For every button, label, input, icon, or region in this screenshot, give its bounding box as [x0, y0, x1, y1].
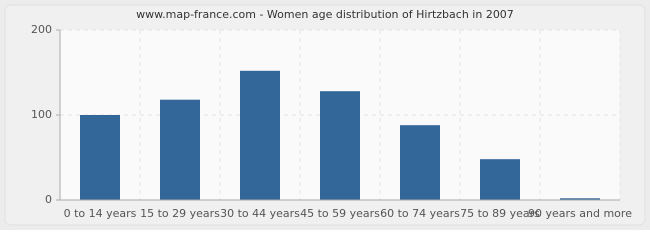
chart: www.map-france.com - Women age distribut…	[0, 0, 650, 230]
y-tick-label: 200	[31, 23, 52, 36]
bar	[560, 198, 600, 200]
x-tick-label: 60 to 74 years	[380, 207, 460, 220]
x-tick-label: 30 to 44 years	[220, 207, 300, 220]
bar	[160, 99, 200, 200]
x-tick-label: 75 to 89 years	[460, 207, 540, 220]
bar	[480, 159, 520, 200]
x-tick-label: 15 to 29 years	[140, 207, 220, 220]
y-tick-label: 0	[45, 193, 52, 206]
x-tick-label: 0 to 14 years	[64, 207, 137, 220]
y-tick-label: 100	[31, 108, 52, 121]
bar	[80, 115, 120, 200]
chart-title: www.map-france.com - Women age distribut…	[136, 8, 514, 21]
x-tick-label: 90 years and more	[528, 207, 632, 220]
bar	[400, 125, 440, 200]
bar	[320, 91, 360, 200]
x-tick-label: 45 to 59 years	[300, 207, 380, 220]
bar	[240, 70, 280, 200]
